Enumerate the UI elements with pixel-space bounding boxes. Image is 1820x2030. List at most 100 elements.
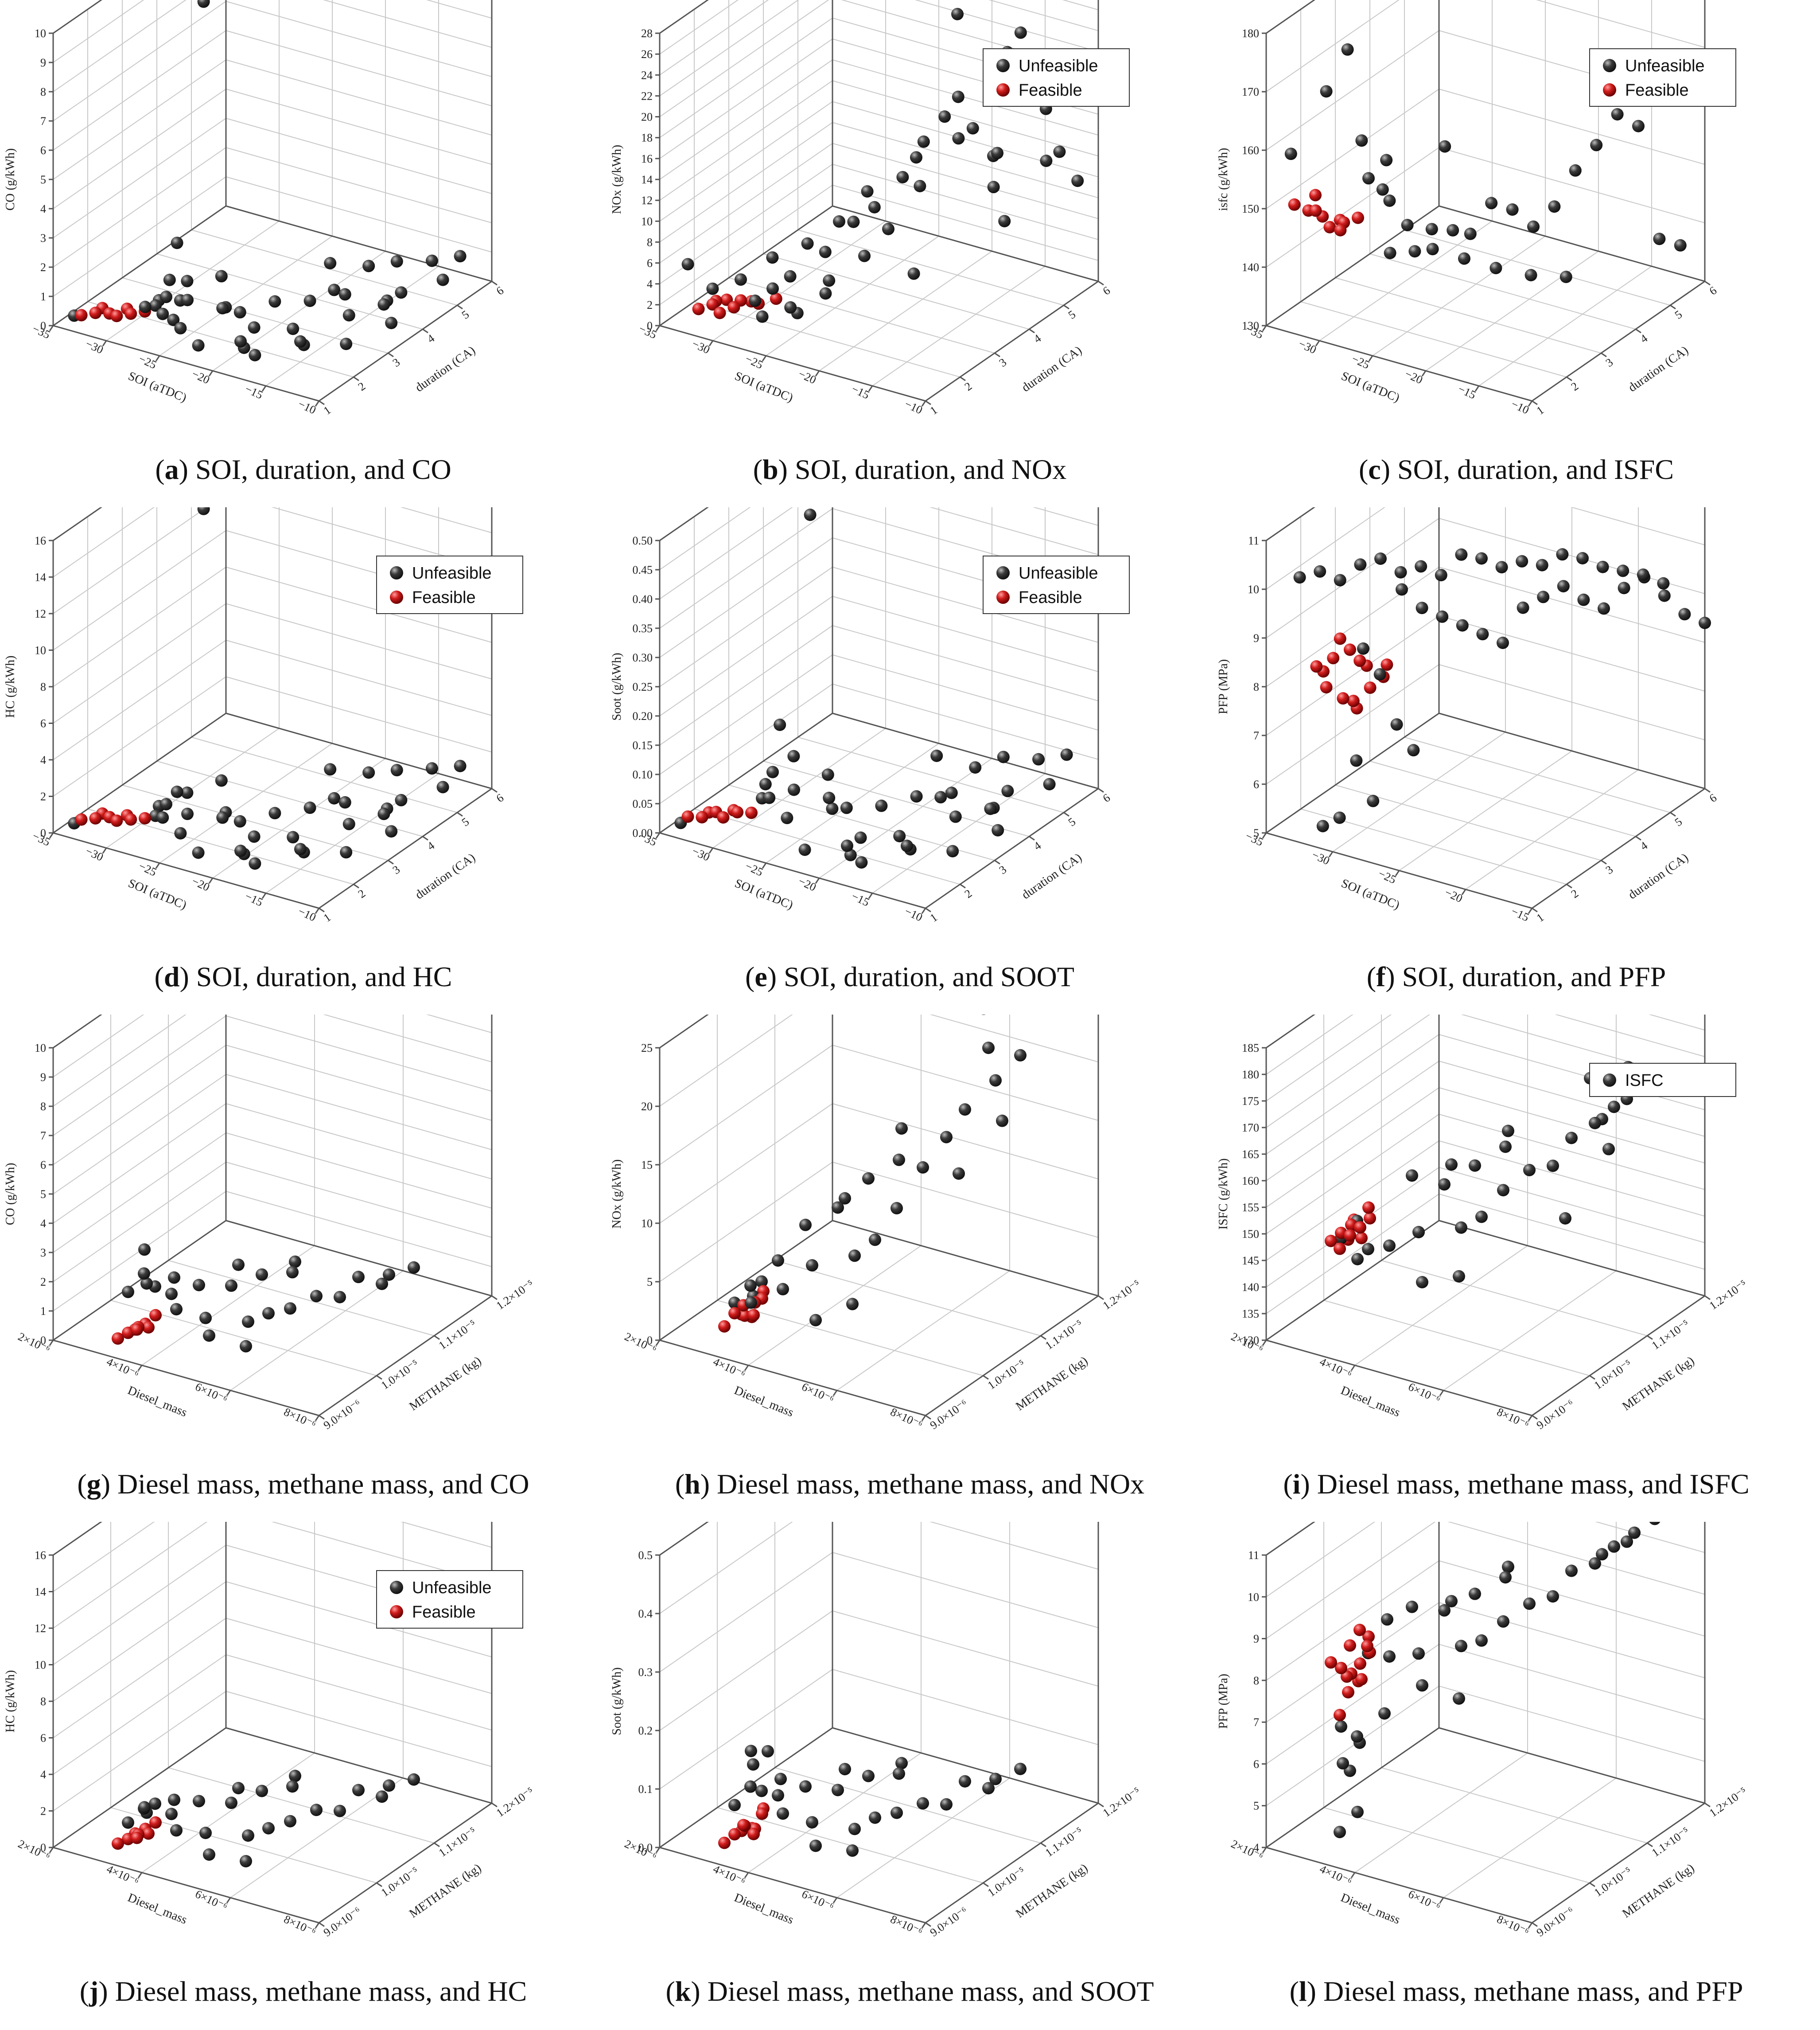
unfeasible-point bbox=[681, 258, 694, 271]
legend: Unfeasible Feasible bbox=[376, 556, 523, 614]
unfeasible-point bbox=[1381, 1613, 1393, 1626]
z-tick-label: 14 bbox=[35, 1586, 46, 1598]
axis-box bbox=[52, 507, 493, 909]
unfeasible-point bbox=[1453, 1692, 1465, 1705]
legend-entry: Unfeasible bbox=[1019, 57, 1098, 75]
unfeasible-point bbox=[1523, 1597, 1536, 1610]
unfeasible-point bbox=[1374, 552, 1387, 565]
unfeasible-point bbox=[1406, 1169, 1418, 1182]
unfeasible-point bbox=[324, 257, 337, 269]
y-axis-label: METHANE (kg) bbox=[1013, 1354, 1090, 1414]
feasible-point bbox=[131, 1832, 143, 1844]
unfeasible-point bbox=[1416, 1276, 1428, 1288]
z-tick-label: 0.50 bbox=[633, 534, 653, 547]
feasible-point bbox=[1355, 1232, 1368, 1244]
feasible-point bbox=[1364, 1212, 1376, 1225]
z-tick-label: 18 bbox=[641, 132, 653, 144]
feasible-point bbox=[112, 1837, 124, 1850]
panel-caption: (e) SOI, duration, and SOOT bbox=[745, 961, 1074, 992]
feasible-point bbox=[745, 806, 758, 819]
unfeasible-point bbox=[338, 288, 351, 301]
unfeasible-point bbox=[1425, 223, 1438, 236]
unfeasible-point bbox=[917, 1161, 929, 1174]
z-tick-label: 16 bbox=[35, 534, 46, 547]
unfeasible-point bbox=[1495, 561, 1508, 574]
legend-entry: Unfeasible bbox=[1019, 564, 1098, 583]
z-tick-label: 180 bbox=[1242, 27, 1259, 40]
unfeasible-point bbox=[949, 810, 962, 823]
unfeasible-point bbox=[744, 1780, 757, 1793]
feasible-point bbox=[1327, 652, 1340, 665]
z-axis-label: NOx (g/kWh) bbox=[610, 1159, 624, 1229]
x-tick-label: 6×10⁻⁶ bbox=[1406, 1380, 1443, 1406]
unfeasible-point bbox=[945, 786, 958, 799]
feasible-point bbox=[1325, 1235, 1337, 1247]
unfeasible-point bbox=[766, 282, 779, 295]
unfeasible-point bbox=[1384, 247, 1396, 259]
unfeasible-point bbox=[755, 1785, 768, 1797]
unfeasible-point bbox=[165, 1287, 178, 1300]
unfeasible-point bbox=[826, 802, 839, 815]
y-tick-label: 9.0×10⁻⁶ bbox=[1534, 1904, 1576, 1939]
legend-marker bbox=[390, 1581, 403, 1594]
y-tick-label: 5 bbox=[459, 815, 471, 829]
unfeasible-point bbox=[940, 1131, 953, 1143]
unfeasible-point bbox=[1060, 748, 1073, 761]
legend-box bbox=[983, 48, 1130, 107]
unfeasible-point bbox=[1293, 571, 1306, 584]
feasible-point bbox=[1344, 643, 1356, 656]
unfeasible-point bbox=[992, 824, 1004, 836]
unfeasible-point bbox=[1469, 1159, 1481, 1172]
unfeasible-point bbox=[1351, 1805, 1364, 1818]
y-tick-label: 2 bbox=[356, 380, 368, 393]
unfeasible-point bbox=[256, 1785, 268, 1797]
unfeasible-point bbox=[352, 1271, 365, 1283]
unfeasible-point bbox=[1014, 1762, 1027, 1775]
z-tick-label: 4 bbox=[40, 1217, 46, 1230]
unfeasible-point bbox=[798, 844, 811, 856]
x-tick-label: 8×10⁻⁶ bbox=[888, 1405, 925, 1431]
unfeasible-point bbox=[982, 1042, 995, 1054]
unfeasible-point bbox=[959, 1775, 971, 1788]
unfeasible-point bbox=[1497, 1615, 1509, 1628]
feasible-point bbox=[75, 309, 88, 322]
chart-a: 0 1 2 3 4 5 6 7 8 9 10 CO (g/kWh) −35−30−25−20−15−10… bbox=[4, 0, 506, 417]
y-tick-label: 9.0×10⁻⁶ bbox=[928, 1397, 970, 1432]
z-tick-label: 150 bbox=[1242, 202, 1259, 215]
y-tick-labels: 9.0×10⁻⁶ 1.0×10⁻⁵ 1.1×10⁻⁵ 1.2×10⁻⁵ bbox=[1532, 1277, 1749, 1432]
unfeasible-point bbox=[788, 783, 800, 796]
unfeasible-point bbox=[706, 282, 719, 295]
unfeasible-point bbox=[1536, 559, 1548, 572]
unfeasible-point bbox=[1040, 155, 1053, 167]
x-tick-label: 8×10⁻⁶ bbox=[888, 1913, 925, 1939]
feasible-point bbox=[1334, 632, 1346, 645]
x-tick-label: 4×10⁻⁶ bbox=[711, 1355, 747, 1381]
unfeasible-point bbox=[1506, 203, 1519, 216]
x-tick-label: −35 bbox=[637, 322, 659, 341]
panel-caption: (j) Diesel mass, methane mass, and HC bbox=[79, 1976, 527, 2007]
unfeasible-point bbox=[262, 1307, 275, 1320]
z-tick-label: 10 bbox=[35, 644, 46, 657]
y-tick-label: 6 bbox=[494, 791, 506, 805]
unfeasible-point bbox=[215, 774, 228, 787]
grid bbox=[659, 1015, 1099, 1416]
feasible-point bbox=[1344, 1229, 1356, 1242]
z-tick-labels: 0.00 0.05 0.10 0.15 0.20 0.25 0.30 0.35 0.40 0.45… bbox=[633, 534, 660, 840]
feasible-point bbox=[139, 812, 151, 824]
unfeasible-point bbox=[181, 808, 194, 821]
unfeasible-point bbox=[1071, 175, 1084, 187]
z-tick-label: 5 bbox=[40, 1188, 46, 1201]
x-tick-label: 2×10⁻⁶ bbox=[16, 1837, 52, 1863]
unfeasible-point bbox=[901, 840, 913, 852]
caption-letter: k bbox=[675, 1976, 691, 2007]
x-axis-label: SOI (aTDC) bbox=[733, 876, 795, 912]
z-tick-label: 1 bbox=[40, 1305, 46, 1318]
unfeasible-point bbox=[1524, 269, 1537, 281]
z-tick-label: 16 bbox=[35, 1549, 46, 1562]
unfeasible-point bbox=[1527, 220, 1540, 233]
unfeasible-point bbox=[984, 802, 997, 815]
unfeasible-point bbox=[745, 1296, 757, 1309]
unfeasible-point bbox=[1596, 560, 1609, 573]
data-points bbox=[1284, 43, 1687, 283]
